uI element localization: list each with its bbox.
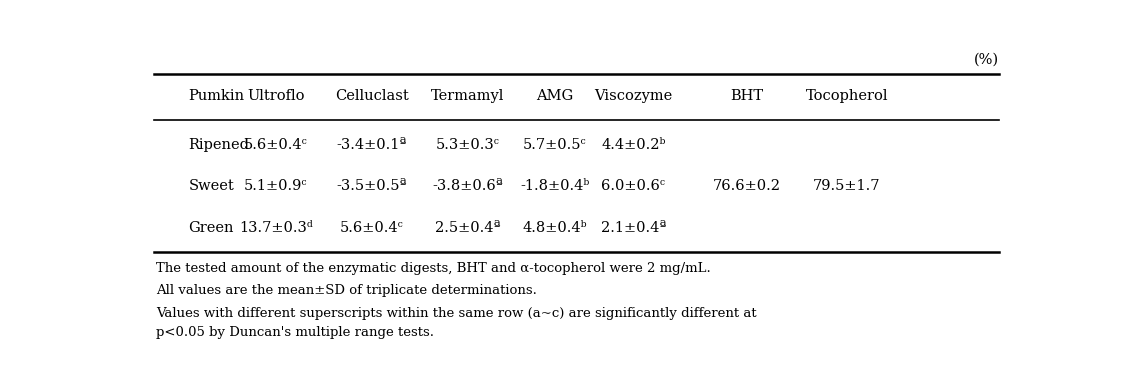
Text: AMG: AMG [537,89,574,103]
Text: Green: Green [189,221,234,235]
Text: 4.8±0.4ᵇ: 4.8±0.4ᵇ [522,221,587,235]
Text: Tocopherol: Tocopherol [806,89,888,103]
Text: Viscozyme: Viscozyme [594,89,673,103]
Text: -3.5±0.5ª: -3.5±0.5ª [336,179,407,193]
Text: Sweet: Sweet [189,179,234,193]
Text: 6.0±0.6ᶜ: 6.0±0.6ᶜ [601,179,665,193]
Text: BHT: BHT [730,89,763,103]
Text: The tested amount of the enzymatic digests, BHT and α-tocopherol were 2 mg/mL.: The tested amount of the enzymatic diges… [156,262,711,275]
Text: (%): (%) [974,53,999,67]
Text: Values with different superscripts within the same row (a~c) are significantly d: Values with different superscripts withi… [156,307,757,320]
Text: Celluclast: Celluclast [335,89,408,103]
Text: p<0.05 by Duncan's multiple range tests.: p<0.05 by Duncan's multiple range tests. [156,325,434,339]
Text: Pumkin: Pumkin [189,89,245,103]
Text: All values are the mean±SD of triplicate determinations.: All values are the mean±SD of triplicate… [156,284,538,297]
Text: 5.1±0.9ᶜ: 5.1±0.9ᶜ [244,179,307,193]
Text: 2.1±0.4ª: 2.1±0.4ª [601,221,666,235]
Text: Ultroflo: Ultroflo [248,89,305,103]
Text: 76.6±0.2: 76.6±0.2 [712,179,781,193]
Text: 5.7±0.5ᶜ: 5.7±0.5ᶜ [523,138,586,152]
Text: -1.8±0.4ᵇ: -1.8±0.4ᵇ [520,179,590,193]
Text: 79.5±1.7: 79.5±1.7 [813,179,881,193]
Text: 5.3±0.3ᶜ: 5.3±0.3ᶜ [435,138,500,152]
Text: 2.5±0.4ª: 2.5±0.4ª [435,221,501,235]
Text: -3.4±0.1ª: -3.4±0.1ª [336,138,407,152]
Text: 13.7±0.3ᵈ: 13.7±0.3ᵈ [238,221,313,235]
Text: -3.8±0.6ª: -3.8±0.6ª [432,179,503,193]
Text: 4.4±0.2ᵇ: 4.4±0.2ᵇ [601,138,665,152]
Text: 5.6±0.4ᶜ: 5.6±0.4ᶜ [244,138,307,152]
Text: Ripened: Ripened [189,138,250,152]
Text: Termamyl: Termamyl [431,89,504,103]
Text: 5.6±0.4ᶜ: 5.6±0.4ᶜ [340,221,404,235]
